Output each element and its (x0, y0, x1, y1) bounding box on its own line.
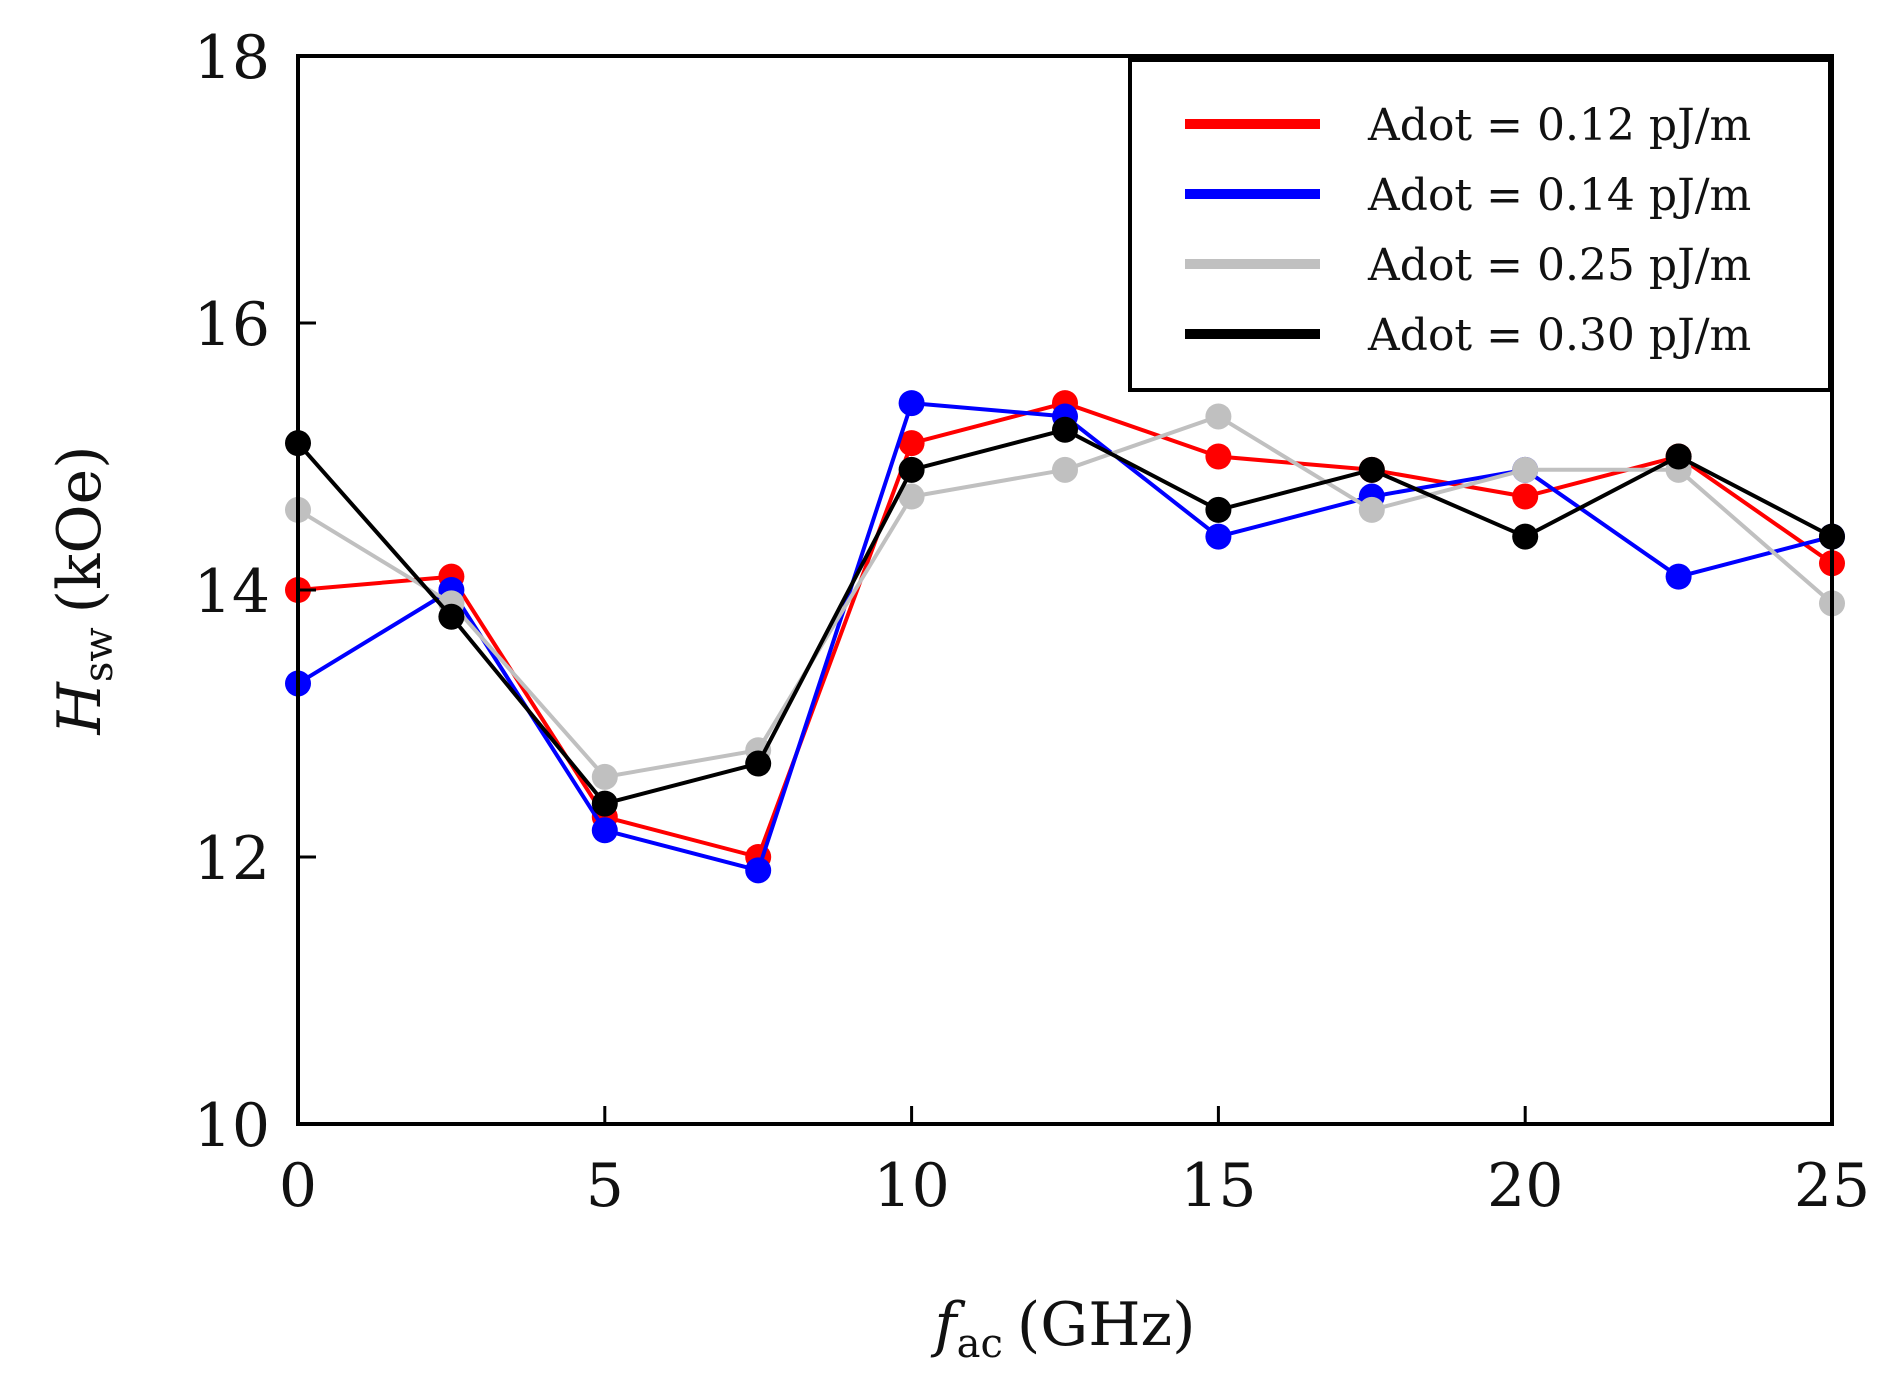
data-point-1-3 (745, 857, 772, 884)
data-point-3-4 (898, 456, 925, 483)
legend-label-1: Adot = 0.14 pJ/m (1367, 170, 1751, 221)
data-point-1-4 (898, 390, 925, 417)
legend-label-0: Adot = 0.12 pJ/m (1367, 100, 1751, 151)
data-point-2-5 (1052, 456, 1078, 483)
data-point-3-2 (591, 790, 618, 817)
data-point-3-3 (745, 750, 772, 777)
data-point-0-6 (1205, 443, 1232, 470)
series-3 (285, 416, 1845, 817)
y-axis-label: Hsw(kOe) (45, 446, 122, 736)
data-point-2-7 (1358, 496, 1385, 523)
data-point-3-6 (1205, 496, 1232, 523)
legend: Adot = 0.12 pJ/m Adot = 0.14 pJ/m Adot = 0… (1128, 58, 1832, 392)
legend-label-2: Adot = 0.25 pJ/m (1367, 240, 1751, 291)
x-tick-label-1: 5 (586, 1151, 624, 1221)
y-tick-label-0: 10 (194, 1091, 270, 1161)
x-tick-label-0: 0 (279, 1151, 317, 1221)
series-layer (285, 390, 1845, 884)
data-point-2-8 (1512, 456, 1539, 483)
x-axis-label: fac (GHz) (930, 1290, 1195, 1367)
x-tick-label-5: 25 (1794, 1151, 1870, 1221)
legend-label-3: Adot = 0.30 pJ/m (1367, 310, 1751, 361)
data-point-1-6 (1205, 523, 1232, 550)
data-point-1-9 (1665, 563, 1692, 590)
series-line-3 (296, 427, 1833, 806)
x-tick-label-4: 20 (1487, 1151, 1563, 1221)
data-point-3-9 (1665, 443, 1692, 470)
data-point-3-8 (1512, 523, 1539, 550)
ticks-layer: 0 5 10 15 20 25 10 12 14 16 18 (194, 23, 1871, 1221)
data-point-3-5 (1052, 416, 1078, 443)
data-point-0-8 (1512, 483, 1539, 510)
y-tick-label-3: 16 (194, 290, 270, 360)
data-point-2-6 (1205, 403, 1232, 430)
x-tick-label-3: 15 (1180, 1151, 1256, 1221)
data-point-3-7 (1358, 456, 1385, 483)
data-point-1-2 (591, 817, 618, 844)
data-point-2-2 (591, 763, 618, 790)
y-tick-label-1: 12 (194, 824, 270, 894)
y-tick-label-2: 14 (194, 557, 270, 627)
series-2 (285, 403, 1845, 790)
data-point-2-4 (898, 483, 925, 510)
y-tick-label-4: 18 (194, 23, 270, 93)
data-point-0-4 (898, 430, 925, 457)
x-tick-label-2: 10 (873, 1151, 949, 1221)
data-point-3-1 (438, 603, 465, 630)
